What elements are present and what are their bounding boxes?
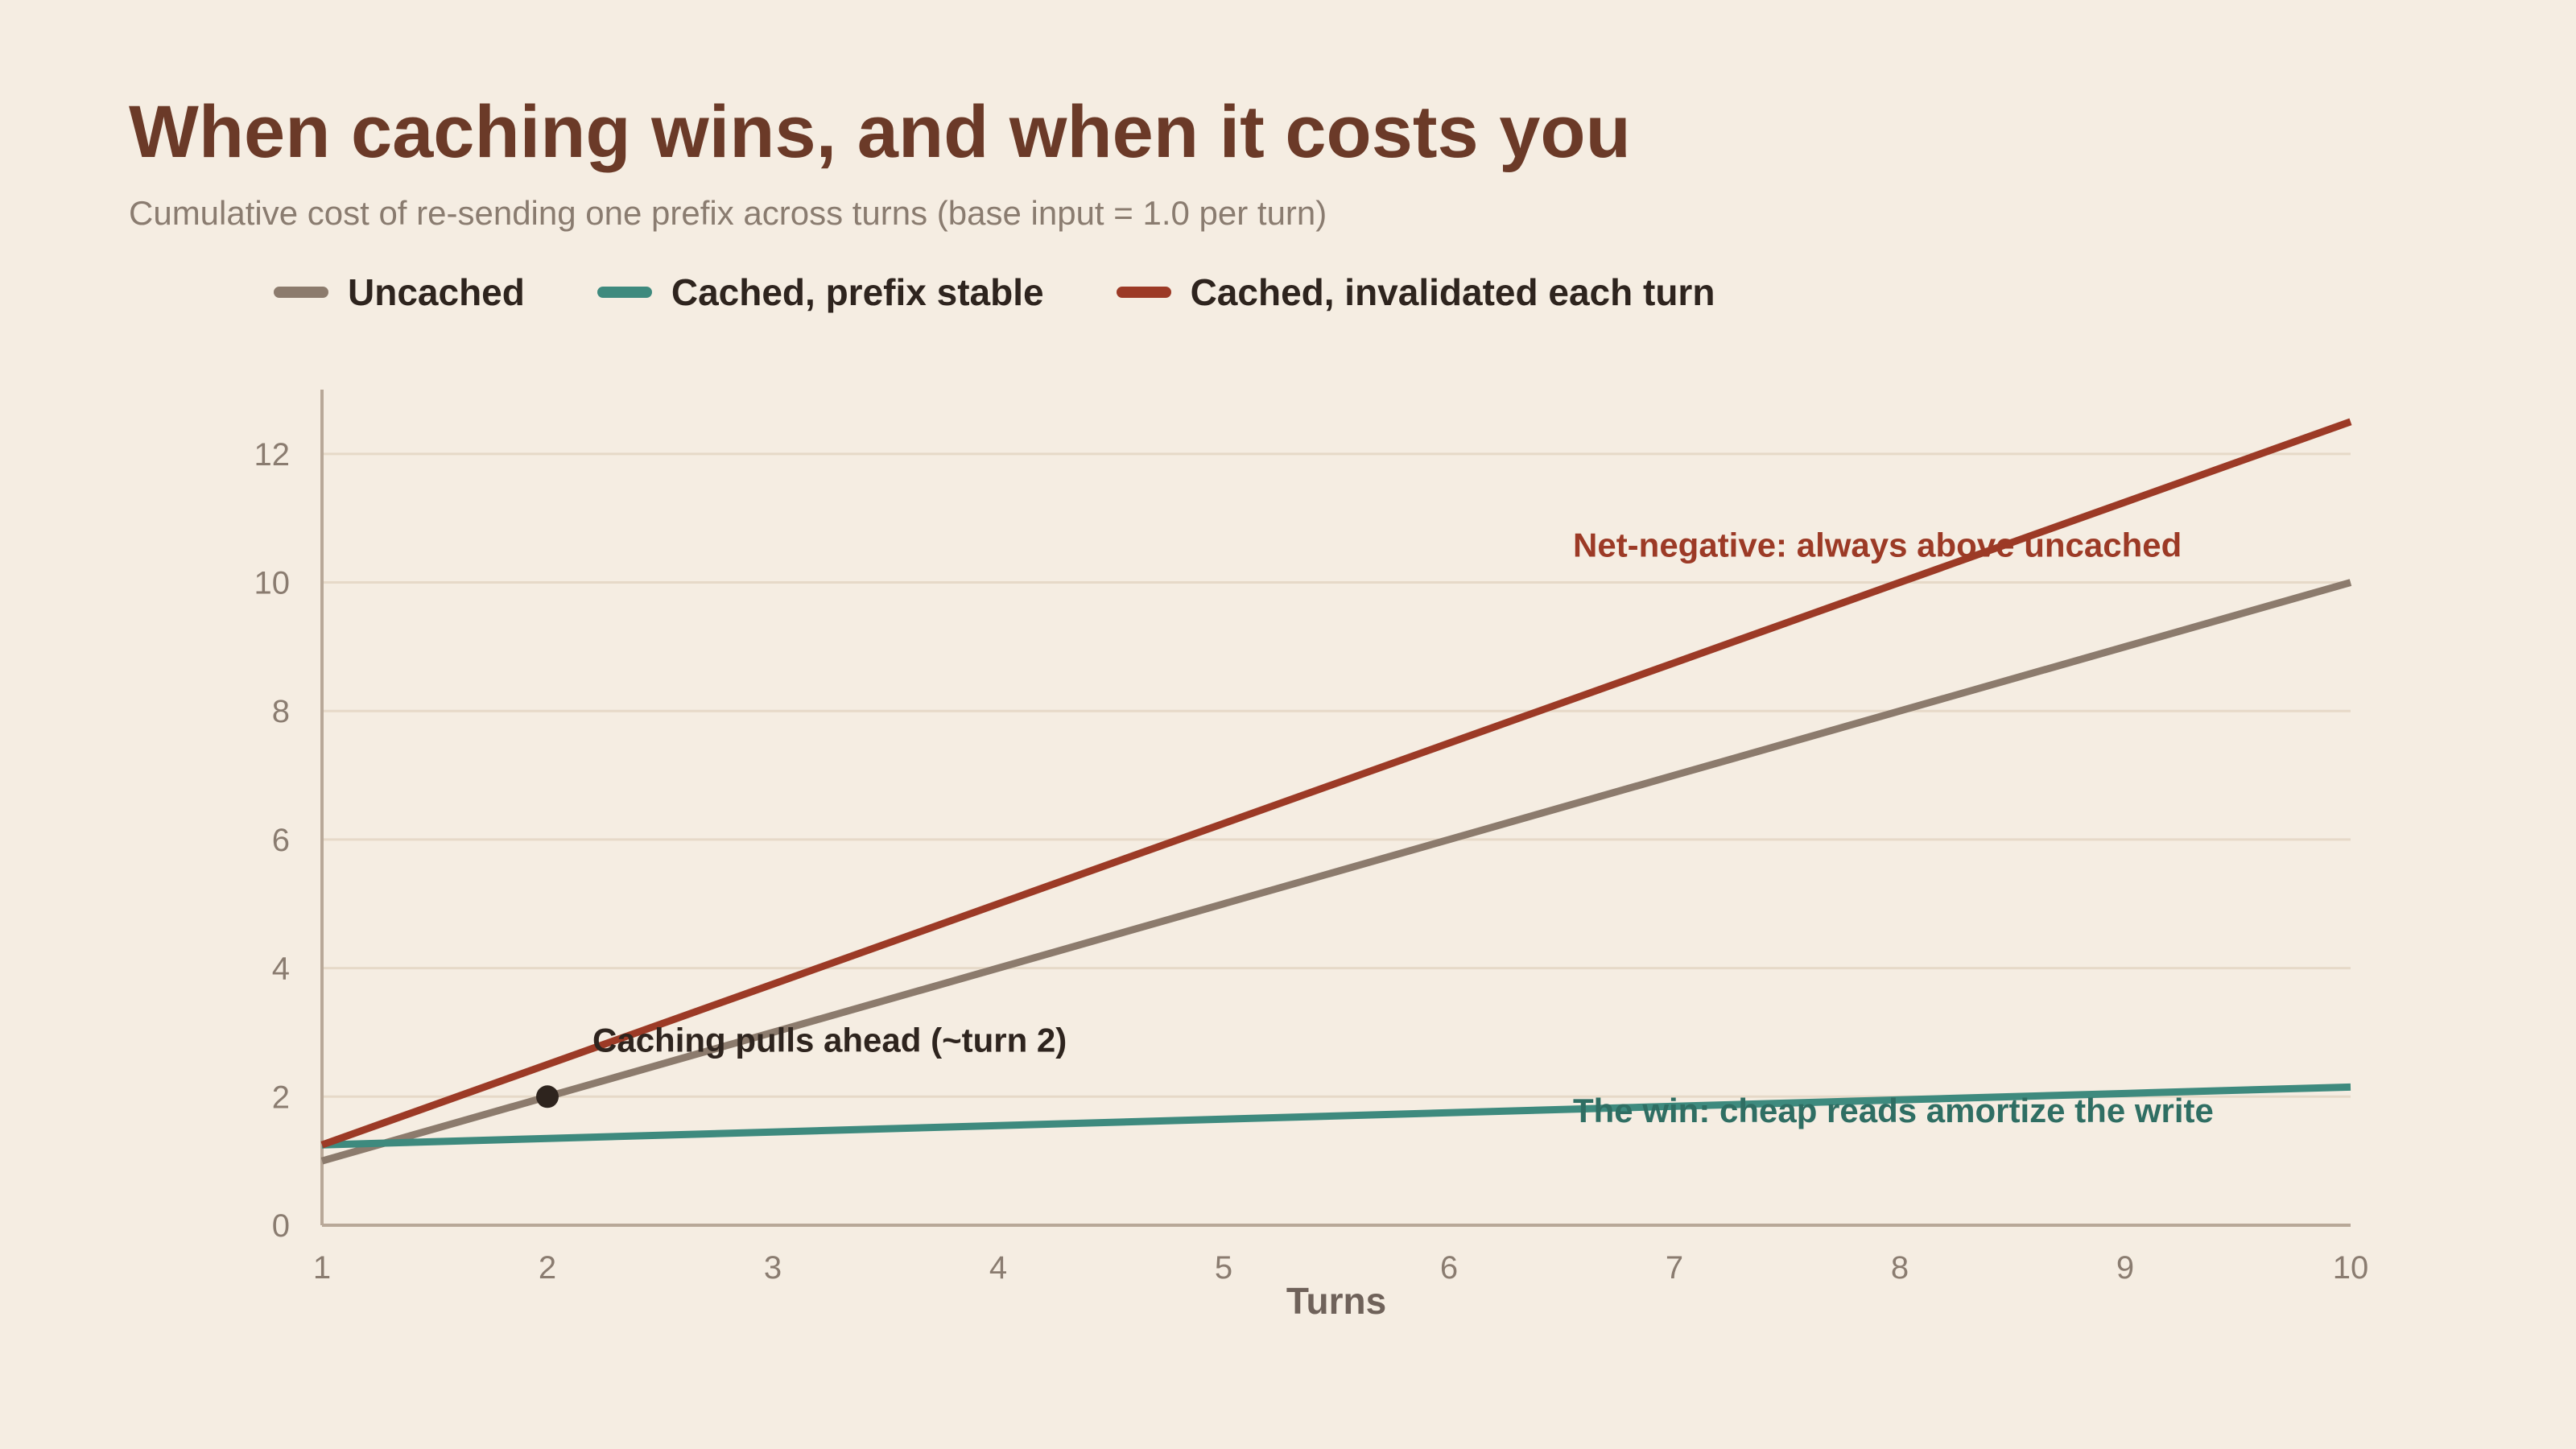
annotation-label: Net-negative: always above uncached [1573,526,2182,564]
annotations: Caching pulls ahead (~turn 2) Net-negativ… [592,526,2214,1130]
legend-item-cached-stable: Cached, prefix stable [597,270,1044,314]
y-tick-label: 12 [254,437,291,473]
x-tick-label: 7 [1666,1250,1683,1286]
chart-title: When caching wins, and when it costs you [129,91,1631,173]
gridlines [322,452,2351,1098]
x-tick-label: 8 [1891,1250,1909,1286]
y-tick-label: 2 [272,1080,290,1115]
y-tick-label: 4 [272,952,290,987]
x-tick-label: 3 [764,1250,782,1286]
x-tick-label: 10 [2333,1250,2369,1286]
legend-swatch [274,287,328,298]
series-line-2 [320,418,2352,1149]
chart-subtitle: Cumulative cost of re-sending one prefix… [129,194,1327,232]
legend-label: Uncached [348,271,525,313]
x-tick-label: 2 [539,1250,556,1286]
series-lines [320,418,2352,1165]
x-axis-title: Turns [1286,1280,1386,1322]
y-tick-label: 6 [272,823,290,858]
legend-swatch [1116,287,1171,298]
y-tick-label: 0 [272,1208,290,1244]
y-tick-label: 8 [272,694,290,729]
annotation-label: Caching pulls ahead (~turn 2) [592,1021,1067,1059]
x-tick-label: 1 [313,1250,331,1286]
x-tick-label: 6 [1440,1250,1458,1286]
crossover-marker [536,1085,559,1108]
legend-item-uncached: Uncached [274,270,525,314]
series-line-1 [321,1083,2351,1149]
markers [536,1085,559,1108]
annotation-label: The win: cheap reads amortize the write [1573,1092,2214,1129]
x-tick-label: 5 [1215,1250,1232,1286]
legend-item-cached-invalidated: Cached, invalidated each turn [1116,270,1715,314]
legend-label: Cached, prefix stable [671,271,1044,313]
axes [320,390,2351,1227]
legend: Uncached Cached, prefix stable Cached, i… [274,270,1715,314]
y-tick-label: 10 [254,566,291,601]
x-tick-label: 4 [989,1250,1007,1286]
legend-swatch [597,287,652,298]
x-tick-label: 9 [2116,1250,2134,1286]
legend-label: Cached, invalidated each turn [1190,271,1715,313]
series-line-0 [320,579,2352,1165]
